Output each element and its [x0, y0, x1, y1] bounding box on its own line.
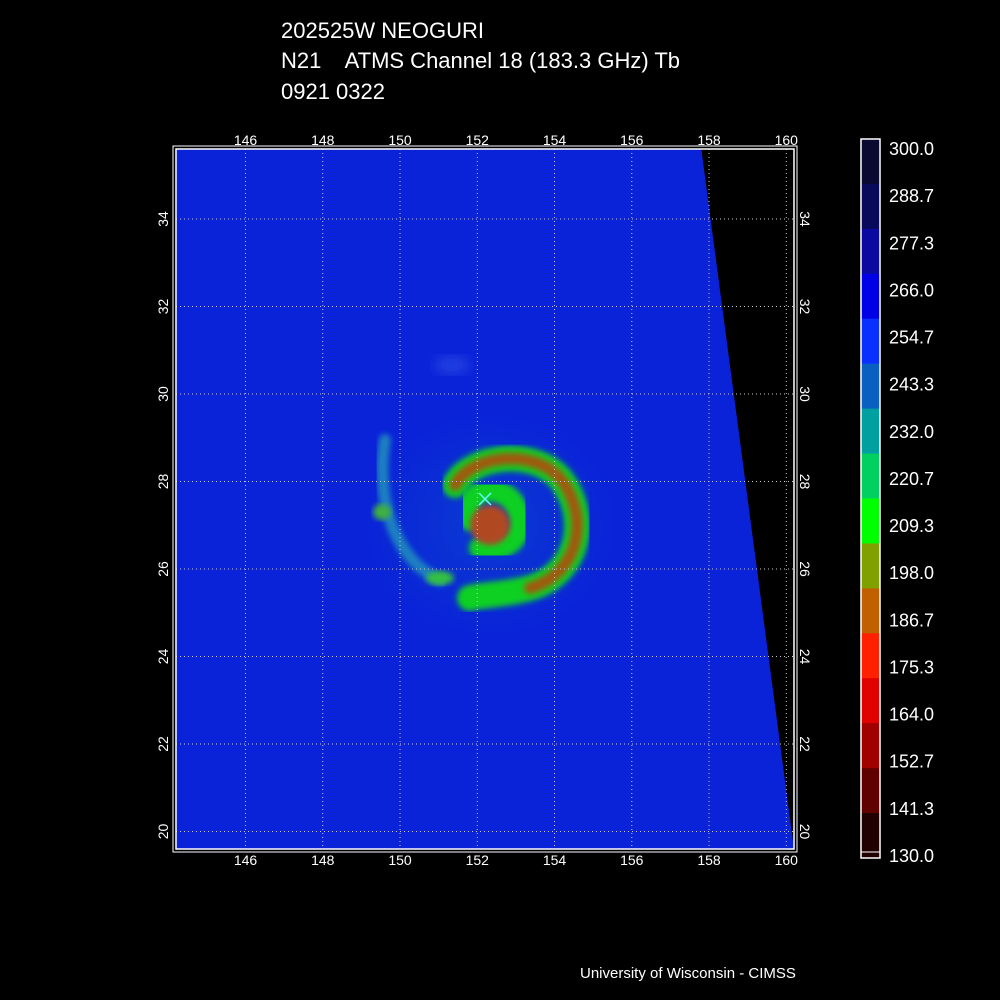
colorbar-segment — [861, 633, 880, 679]
lat-tick-label-right: 20 — [797, 824, 813, 840]
colorbar-label: 266.0 — [889, 280, 934, 300]
colorbar-label: 220.7 — [889, 469, 934, 489]
colorbar-segment — [861, 363, 880, 410]
colorbar-label: 152.7 — [889, 752, 934, 772]
storm-cloud-field — [360, 356, 620, 640]
lon-tick-label-top: 146 — [234, 132, 258, 148]
lon-tick-label-top: 154 — [543, 132, 567, 148]
colorbar-segment — [861, 543, 880, 589]
storm-center-x-icon — [478, 492, 492, 506]
graticule — [176, 149, 794, 849]
lat-tick-label-left: 20 — [155, 824, 171, 840]
colorbar-segment — [861, 139, 880, 185]
colorbar-label: 277.3 — [889, 233, 934, 253]
lat-tick-label-right: 30 — [797, 386, 813, 402]
colorbar-label: 141.3 — [889, 799, 934, 819]
plot-outer-frame — [172, 145, 798, 853]
colorbar-segment — [861, 813, 880, 859]
lat-tick-label-left: 28 — [155, 474, 171, 490]
lon-tick-label-top: 160 — [775, 132, 799, 148]
colorbar-segment — [861, 768, 880, 814]
lon-tick-label-top: 156 — [620, 132, 644, 148]
colorbar-label: 175.3 — [889, 657, 934, 677]
plot-frame — [175, 148, 795, 850]
lon-tick-label-bottom: 150 — [388, 852, 412, 868]
sensor-title: N21 ATMS Channel 18 (183.3 GHz) Tb — [281, 48, 681, 73]
colorbar-label: 300.0 — [889, 139, 934, 159]
lat-tick-label-left: 30 — [155, 386, 171, 402]
lon-tick-label-bottom: 146 — [234, 852, 258, 868]
lat-tick-label-right: 32 — [797, 299, 813, 315]
lat-tick-label-right: 34 — [797, 211, 813, 227]
lat-tick-label-right: 28 — [797, 474, 813, 490]
lat-tick-label-left: 32 — [155, 299, 171, 315]
colorbar-label: 164.0 — [889, 705, 934, 725]
storm-title: 202525W NEOGURI — [281, 18, 484, 43]
colorbar-segment — [861, 183, 880, 230]
lat-tick-label-left: 22 — [155, 736, 171, 752]
colorbar-label: 254.7 — [889, 328, 934, 348]
credit-text: University of Wisconsin - CIMSS — [580, 965, 796, 982]
lat-tick-label-left: 26 — [155, 561, 171, 577]
colorbar-segment — [861, 453, 880, 499]
colorbar-label: 288.7 — [889, 186, 934, 206]
colorbar-segment — [861, 318, 880, 365]
colorbar: 300.0 288.7 277.3 266.0 254.7 243.3 232.0 220.7… — [860, 138, 934, 866]
colorbar-label: 232.0 — [889, 422, 934, 442]
colorbar-segment — [861, 723, 880, 769]
colorbar-label: 209.3 — [889, 516, 934, 536]
colorbar-label: 130.0 — [889, 846, 934, 866]
colorbar-segment — [861, 588, 880, 634]
lon-tick-label-top: 150 — [388, 132, 412, 148]
lon-tick-label-bottom: 160 — [775, 852, 799, 868]
datetime-title: 0921 0322 — [281, 79, 385, 104]
lat-tick-label-right: 24 — [797, 649, 813, 665]
colorbar-floor — [860, 851, 881, 859]
lon-tick-label-bottom: 148 — [311, 852, 335, 868]
lon-tick-label-bottom: 158 — [697, 852, 721, 868]
axis-tick-labels: 146 146 148 148 150 150 152 152 154 154 156 156 158 1… — [155, 132, 813, 868]
lon-tick-label-bottom: 156 — [620, 852, 644, 868]
lat-tick-label-left: 34 — [155, 211, 171, 227]
lon-tick-label-bottom: 154 — [543, 852, 567, 868]
colorbar-label: 243.3 — [889, 375, 934, 395]
lon-tick-label-top: 148 — [311, 132, 335, 148]
lon-tick-label-bottom: 152 — [466, 852, 490, 868]
colorbar-label: 198.0 — [889, 563, 934, 583]
colorbar-segment — [861, 408, 880, 455]
lon-tick-label-top: 158 — [697, 132, 721, 148]
lat-tick-label-left: 24 — [155, 649, 171, 665]
colorbar-segment — [861, 678, 880, 724]
colorbar-segment — [861, 498, 880, 544]
colorbar-segment — [861, 228, 880, 275]
lon-tick-label-top: 152 — [466, 132, 490, 148]
lat-tick-label-right: 26 — [797, 561, 813, 577]
colorbar-label: 186.7 — [889, 610, 934, 630]
lat-tick-label-right: 22 — [797, 736, 813, 752]
colorbar-segment — [861, 273, 880, 320]
